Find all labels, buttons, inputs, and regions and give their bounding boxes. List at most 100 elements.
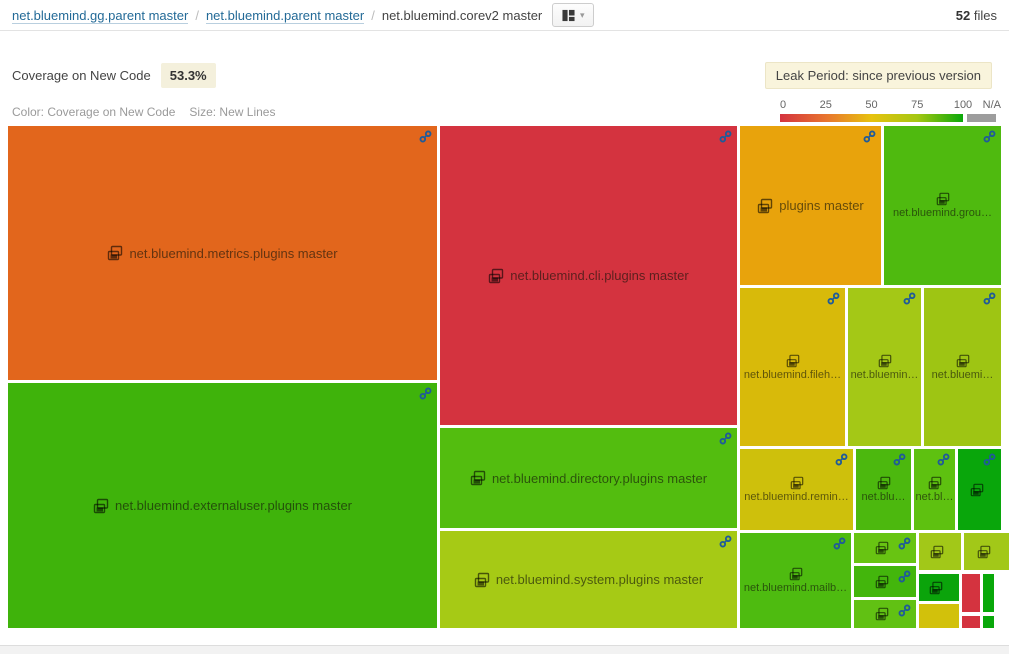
footer-bar (0, 645, 1009, 654)
cell-link-icon[interactable] (937, 453, 950, 466)
project-icon (875, 541, 889, 555)
legend-na-label: N/A (983, 99, 1001, 111)
project-icon (956, 354, 970, 368)
size-metric-caption: Size: New Lines (189, 105, 275, 119)
treemap-cell[interactable]: net.bluemind.cli.plugins master (440, 126, 737, 425)
legend-tick-label: 75 (911, 99, 923, 111)
treemap-cell-label: net.bluemi… (932, 369, 994, 381)
treemap-captions: Color: Coverage on New CodeSize: New Lin… (12, 105, 289, 122)
treemap-cell-label: net.bluemind.metrics.plugins master (129, 246, 337, 261)
treemap-cell[interactable] (962, 616, 980, 628)
treemap-cell[interactable] (962, 574, 980, 612)
legend-tick-label: 25 (820, 99, 832, 111)
cell-link-icon[interactable] (419, 130, 432, 143)
breadcrumb-link[interactable]: net.bluemind.parent master (206, 8, 364, 24)
breadcrumb-separator: / (195, 8, 199, 23)
cell-link-icon[interactable] (983, 130, 996, 143)
legend-bars (780, 114, 1001, 122)
cell-link-icon[interactable] (898, 604, 911, 617)
caption-row: Color: Coverage on New CodeSize: New Lin… (12, 94, 1001, 122)
treemap-cell-label: net.bluemind.fileh… (744, 369, 841, 381)
cell-link-icon[interactable] (903, 292, 916, 305)
cell-link-icon[interactable] (835, 453, 848, 466)
cell-link-icon[interactable] (898, 570, 911, 583)
project-icon (875, 607, 889, 621)
project-icon (790, 476, 804, 490)
cell-link-icon[interactable] (863, 130, 876, 143)
project-icon (789, 567, 803, 581)
cell-link-icon[interactable] (833, 537, 846, 550)
project-icon (875, 575, 889, 589)
breadcrumb: net.bluemind.gg.parent master / net.bluemi… (12, 8, 542, 23)
cell-link-icon[interactable] (898, 537, 911, 550)
project-icon (107, 245, 123, 261)
treemap-cell[interactable]: net.bluemind.fileh… (740, 288, 845, 446)
project-icon (878, 354, 892, 368)
treemap-cell[interactable]: net.bluemind.directory.plugins master (440, 428, 737, 528)
project-icon (470, 470, 486, 486)
treemap-cell[interactable] (854, 600, 916, 628)
top-bar: net.bluemind.gg.parent master / net.bluemi… (0, 0, 1009, 31)
treemap-cell[interactable] (919, 604, 959, 628)
project-icon (488, 268, 504, 284)
treemap-cell[interactable] (983, 574, 994, 612)
treemap-cell[interactable]: net.bluemind.grou… (884, 126, 1001, 285)
cell-link-icon[interactable] (983, 453, 996, 466)
cell-link-icon[interactable] (419, 387, 432, 400)
treemap-cell[interactable]: net.bluemind.remin… (740, 449, 853, 530)
treemap-cell[interactable] (854, 533, 916, 563)
treemap-cell[interactable] (958, 449, 1001, 530)
cell-link-icon[interactable] (827, 292, 840, 305)
treemap-cell[interactable] (919, 533, 961, 570)
treemap-cell[interactable]: net.bluemind.externaluser.plugins master (8, 383, 437, 628)
project-icon (970, 483, 984, 497)
treemap-cell-label: net.bluemind.mailb… (744, 582, 847, 594)
cell-link-icon[interactable] (719, 432, 732, 445)
treemap-cell-label: net.bluemind.directory.plugins master (492, 471, 707, 486)
files-count-value: 52 (956, 8, 970, 23)
legend-ticks: N/A 0255075100 (780, 99, 1001, 112)
breadcrumb-link[interactable]: net.bluemind.gg.parent master (12, 8, 188, 24)
view-selector-button[interactable]: ▾ (552, 3, 594, 27)
treemap-cell-label: net.bluemind.cli.plugins master (510, 268, 688, 283)
treemap-cell[interactable]: net.bluemi… (924, 288, 1001, 446)
leak-period-badge: Leak Period: since previous version (765, 62, 992, 89)
project-icon (474, 572, 490, 588)
metric-row: Coverage on New Code 53.3% Leak Period: … (12, 60, 992, 90)
treemap-cell[interactable] (964, 533, 1009, 570)
legend-tick-label: 100 (954, 99, 972, 111)
treemap-cell-label: net.bluemind.remin… (744, 491, 849, 503)
cell-link-icon[interactable] (893, 453, 906, 466)
project-icon (930, 545, 944, 559)
treemap-cell[interactable]: plugins master (740, 126, 881, 285)
treemap-cell-label: plugins master (779, 198, 864, 213)
treemap-cell[interactable] (919, 574, 959, 601)
treemap: net.bluemind.metrics.plugins master net.b… (8, 126, 1001, 628)
project-icon (928, 476, 942, 490)
project-icon (977, 545, 991, 559)
legend-na-box (967, 114, 996, 122)
treemap-cell-label: net.bl… (916, 491, 954, 503)
cell-link-icon[interactable] (719, 535, 732, 548)
cell-link-icon[interactable] (983, 292, 996, 305)
project-icon (936, 192, 950, 206)
treemap-cell[interactable] (983, 616, 994, 628)
treemap-cell[interactable]: net.bluemind.system.plugins master (440, 531, 737, 628)
files-count-label: files (974, 8, 997, 23)
treemap-cell[interactable]: net.bl… (914, 449, 955, 530)
cell-link-icon[interactable] (719, 130, 732, 143)
treemap-cell[interactable]: net.blu… (856, 449, 911, 530)
treemap-cell[interactable] (854, 566, 916, 597)
treemap-cell[interactable]: net.bluemind.metrics.plugins master (8, 126, 437, 380)
treemap-cell-label: net.blu… (861, 491, 905, 503)
metric-value-badge: 53.3% (161, 63, 216, 88)
legend-tick-label: 50 (865, 99, 877, 111)
treemap-cell-label: net.bluemind.grou… (893, 207, 992, 219)
project-icon (877, 476, 891, 490)
files-count: 52 files (956, 8, 997, 23)
project-icon (929, 581, 943, 595)
project-icon (757, 198, 773, 214)
treemap-view-icon (562, 9, 575, 22)
treemap-cell[interactable]: net.bluemin… (848, 288, 921, 446)
treemap-cell[interactable]: net.bluemind.mailb… (740, 533, 851, 628)
